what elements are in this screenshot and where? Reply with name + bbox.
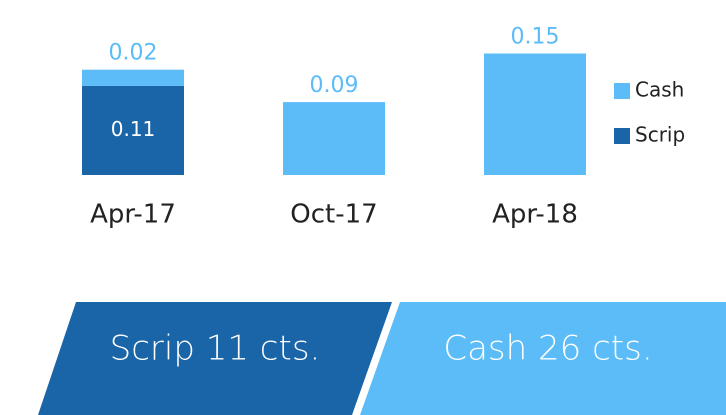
bar-segment bbox=[283, 102, 385, 175]
legend-label: Cash bbox=[635, 78, 684, 102]
value-label: 0.11 bbox=[111, 117, 156, 141]
value-label: 0.15 bbox=[511, 25, 560, 50]
banner-scrip bbox=[38, 302, 392, 415]
x-tick-label: Apr-17 bbox=[90, 200, 176, 230]
bar-segment bbox=[484, 53, 586, 175]
value-label: 0.09 bbox=[310, 73, 359, 98]
legend-swatch bbox=[614, 128, 630, 144]
banner-text: Scrip 11 cts. bbox=[110, 329, 321, 369]
bar-segment bbox=[82, 85, 184, 175]
x-tick-label: Apr-18 bbox=[492, 200, 578, 230]
banner-text: Cash 26 cts. bbox=[443, 329, 652, 369]
bar-segment bbox=[82, 69, 184, 86]
value-label: 0.02 bbox=[109, 41, 158, 66]
legend-label: Scrip bbox=[635, 123, 685, 147]
banner-cash bbox=[360, 302, 726, 415]
x-tick-label: Oct-17 bbox=[290, 200, 377, 230]
legend-swatch bbox=[614, 83, 630, 99]
